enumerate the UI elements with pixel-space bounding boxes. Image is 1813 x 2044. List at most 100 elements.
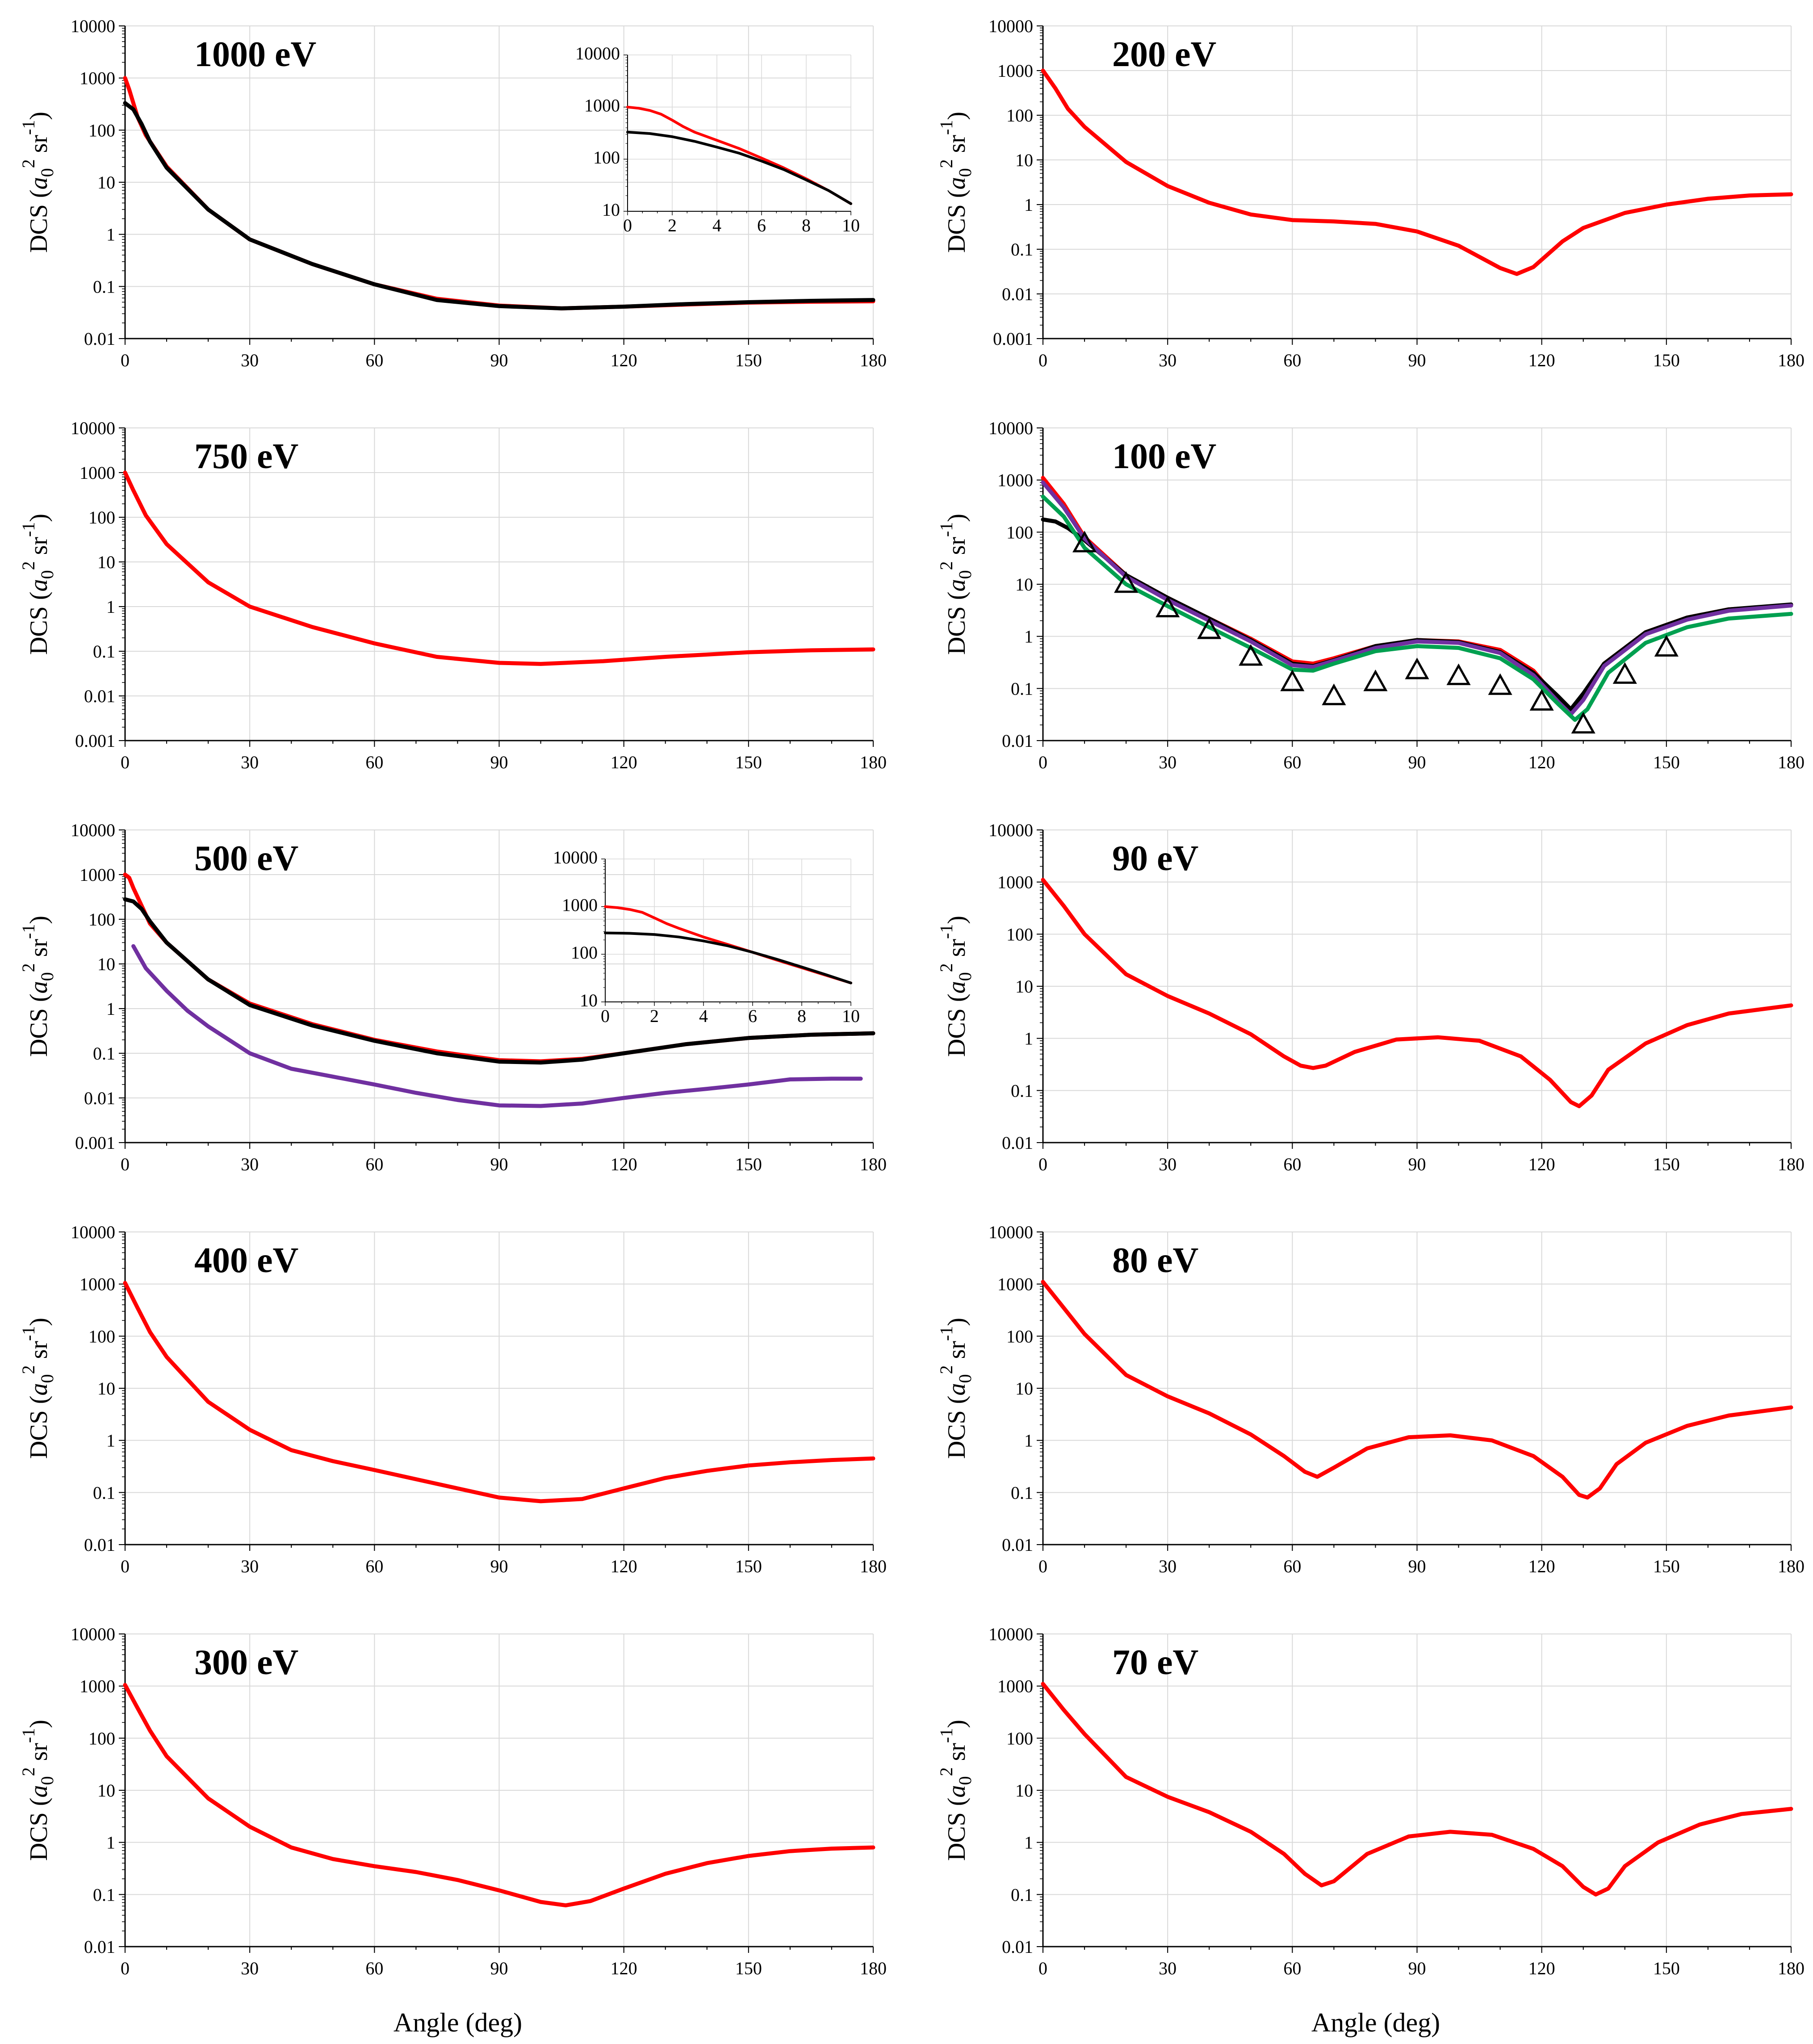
- y-tick-label: 1: [106, 1833, 115, 1853]
- y-tick-label: 0.1: [1011, 239, 1033, 260]
- x-tick-label: 60: [365, 752, 383, 772]
- y-tick-label: 1000: [80, 463, 115, 483]
- y-tick-label: 1: [106, 597, 115, 617]
- chart-panel: 0 30 60 90 120 150 180 0.001 0.01 0.1 1 10 100 1000 10…: [18, 418, 887, 772]
- chart-panel: 0 30 60 90 120 150 180 0.01 0.1 1 10 100 1000 10000 10…: [936, 418, 1805, 772]
- y-tick-label: 1: [1024, 1029, 1033, 1049]
- y-axis-label-part: a: [25, 981, 53, 993]
- y-tick-label: 1000: [80, 1676, 115, 1696]
- y-axis-label-part: a: [25, 1785, 53, 1797]
- y-axis-label-part: ): [25, 514, 53, 522]
- y-tick-label: 1000: [80, 1274, 115, 1294]
- x-tick-label: 4: [712, 215, 721, 235]
- y-axis-label-part: 2: [18, 159, 38, 168]
- data-marker-triangle: [1322, 683, 1346, 705]
- chart-panel: 0 30 60 90 120 150 180 0.01 0.1 1 10 100 1000 10000 30…: [18, 1624, 887, 1978]
- panel-title: 100 eV: [1112, 437, 1216, 476]
- x-tick-label: 0: [1038, 1958, 1047, 1978]
- y-tick-label: 10: [97, 552, 115, 572]
- y-axis-label-part: -1: [18, 1326, 38, 1341]
- panel-title: 200 eV: [1112, 35, 1216, 74]
- y-tick-label: 10000: [988, 418, 1033, 438]
- y-tick-label: 100: [1006, 1728, 1033, 1748]
- y-axis-label-part: 0: [955, 570, 975, 579]
- y-axis-label: DCS (a02 sr-1): [936, 514, 975, 655]
- x-axis-label-left: Angle (deg): [394, 2008, 522, 2037]
- chart-panel: 0 30 60 90 120 150 180 0.01 0.1 1 10 100 1000 10000 90…: [936, 820, 1805, 1174]
- x-tick-label: 0: [121, 752, 130, 772]
- panel-title: 90 eV: [1112, 839, 1198, 878]
- x-tick-label: 180: [1778, 350, 1805, 370]
- y-tick-label: 10000: [71, 16, 115, 36]
- y-tick-label: 100: [593, 147, 620, 168]
- x-tick-label: 30: [1159, 752, 1177, 772]
- x-tick-label: 0: [1038, 1556, 1047, 1576]
- y-tick-label: 100: [88, 120, 115, 140]
- y-tick-label: 10000: [988, 1222, 1033, 1242]
- y-tick-label: 1000: [997, 1676, 1033, 1696]
- y-tick-label: 10: [97, 954, 115, 974]
- x-tick-label: 60: [1283, 1154, 1301, 1174]
- y-tick-label: 10000: [71, 418, 115, 438]
- y-axis-label-part: a: [25, 1383, 53, 1395]
- x-tick-label: 30: [241, 1154, 259, 1174]
- x-tick-label: 90: [1408, 1556, 1426, 1576]
- y-tick-label: 0.001: [75, 731, 115, 751]
- y-tick-label: 1: [1024, 627, 1033, 647]
- y-axis-label: DCS (a02 sr-1): [936, 1318, 975, 1459]
- x-tick-label: 30: [241, 1556, 259, 1576]
- x-tick-label: 90: [1408, 1958, 1426, 1978]
- y-axis-label-part: DCS (: [25, 189, 53, 253]
- y-tick-label: 0.01: [1002, 1937, 1033, 1957]
- x-tick-label: 10: [842, 215, 860, 235]
- y-axis-label-part: -1: [936, 522, 956, 537]
- y-axis-label-part: sr: [25, 1341, 53, 1365]
- series-line-purple: [1041, 480, 1793, 716]
- y-tick-label: 0.01: [1002, 1133, 1033, 1153]
- y-tick-label: 100: [88, 507, 115, 528]
- chart-panel: 0 30 60 90 120 150 180 0.01 0.1 1 10 100 1000 10000 70…: [936, 1624, 1805, 1978]
- y-axis-label-part: 0: [955, 972, 975, 981]
- x-tick-label: 150: [1653, 1958, 1680, 1978]
- y-tick-label: 0.1: [1011, 1483, 1033, 1503]
- data-marker-triangle: [1114, 571, 1139, 593]
- data-marker-triangle: [1612, 662, 1637, 684]
- data-marker-triangle: [1654, 635, 1679, 657]
- x-tick-label: 120: [611, 752, 637, 772]
- x-tick-label: 0: [121, 1958, 130, 1978]
- y-tick-label: 100: [1006, 924, 1033, 944]
- series-line-purple: [131, 944, 863, 1108]
- series-line-black: [604, 931, 852, 984]
- x-tick-label: 120: [611, 350, 637, 370]
- y-axis-label: DCS (a02 sr-1): [18, 1720, 57, 1861]
- y-axis-label-part: 0: [37, 570, 57, 579]
- y-tick-label: 10: [97, 1378, 115, 1399]
- y-tick-label: 10000: [71, 1222, 115, 1242]
- x-tick-label: 180: [1778, 1556, 1805, 1576]
- x-tick-label: 0: [121, 350, 130, 370]
- y-axis-label-part: sr: [943, 1743, 971, 1768]
- series-line-red: [123, 1281, 875, 1504]
- x-tick-label: 2: [650, 1006, 659, 1026]
- y-tick-label: 1000: [584, 95, 620, 115]
- y-axis-label-part: ): [943, 1720, 971, 1728]
- y-tick-label: 1: [106, 999, 115, 1019]
- x-tick-label: 150: [735, 1556, 762, 1576]
- x-tick-label: 0: [1038, 350, 1047, 370]
- y-axis-label-part: 2: [18, 561, 38, 570]
- y-axis-label-part: DCS (: [943, 1395, 971, 1459]
- y-axis-label-part: 2: [936, 1767, 956, 1776]
- y-axis-label-part: DCS (: [25, 993, 53, 1057]
- y-axis-label-part: 2: [18, 1365, 38, 1374]
- x-tick-label: 0: [121, 1154, 130, 1174]
- x-tick-label: 30: [1159, 1958, 1177, 1978]
- x-tick-label: 180: [860, 1154, 887, 1174]
- x-tick-label: 0: [1038, 752, 1047, 772]
- x-tick-label: 90: [490, 1556, 508, 1576]
- x-tick-label: 180: [860, 752, 887, 772]
- chart-panel: 0 30 60 90 120 150 180 0.01 0.1 1 10 100 1000 10000 80…: [936, 1222, 1805, 1576]
- x-tick-label: 120: [1528, 1154, 1555, 1174]
- x-tick-label: 30: [1159, 1154, 1177, 1174]
- y-tick-label: 0.01: [84, 1937, 115, 1957]
